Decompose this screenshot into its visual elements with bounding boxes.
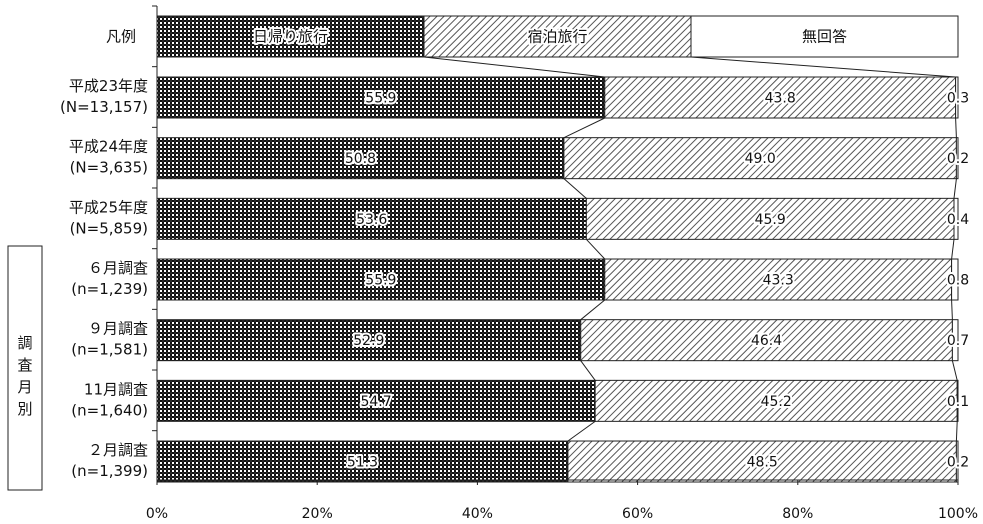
connector-line [563,178,587,199]
connector-line [955,117,957,138]
category-label: ９月調査 [88,320,148,338]
data-label: 0.7 [947,333,969,349]
category-label: ２月調査 [88,441,148,459]
category-sample-size: (N=13,157) [60,98,148,116]
bar-segment [156,319,582,362]
bar-segment [955,76,959,119]
connector-line [563,117,605,139]
x-tick-label: 80% [782,506,813,522]
data-label: 43.3 [763,273,794,289]
bar-segment [156,440,569,483]
data-label: 50.8 [345,151,376,167]
group-bracket-box [7,245,43,491]
bar-segment [604,258,953,301]
connector-line [951,360,958,381]
legend-entry: 無回答 [802,28,847,46]
data-label: 0.8 [947,273,969,289]
connector-lines [423,56,958,442]
connector-line [580,299,606,321]
data-label: 55.9 [365,273,396,289]
bar-segment [563,137,957,180]
category-label: 11月調査 [84,380,148,398]
data-label: 45.2 [761,394,792,410]
bar-segment [156,258,606,301]
bar-segment [951,258,959,301]
connector-line [951,239,955,260]
bar-segment [956,379,959,422]
legend-row-label: 凡例 [106,28,136,46]
connector-line [567,420,596,442]
data-label: 52.9 [353,333,384,349]
x-tick-label: 0% [146,506,168,522]
data-label: 0.2 [947,455,969,471]
data-label: 54.7 [360,394,391,410]
category-sample-size: (N=3,635) [70,159,148,177]
bar-segment [604,76,957,119]
group-label-char: 月 [17,378,32,396]
connector-line [690,56,956,78]
x-tick-label: 100% [938,506,978,522]
x-tick-label: 40% [462,506,493,522]
category-label: 平成23年度 [69,77,148,95]
group-label-char: 別 [17,400,32,418]
data-label: 0.1 [947,394,969,410]
bar-segment [567,440,957,483]
category-label: 平成25年度 [69,198,148,216]
category-label: ６月調査 [88,259,148,277]
connector-line [955,421,958,442]
data-label: 48.5 [747,455,778,471]
data-label: 55.9 [365,91,396,107]
bar-segment [955,440,959,483]
data-labels: 日帰り旅行 宿泊旅行 無回答 55.9 43.8 0.3 50.8 49.0 0.2 53.6 45… [251,26,971,473]
x-tick-label: 20% [302,506,333,522]
legend-entry: 宿泊旅行 [527,28,587,46]
category-sample-size: (N=5,859) [70,219,148,237]
category-sample-size: (n=1,399) [71,462,148,480]
data-label: 0.2 [947,151,969,167]
legend-entry: 日帰り旅行 [253,28,328,46]
group-label-char: 調 [17,334,32,352]
bar-segment [594,379,958,422]
category-label: 平成24年度 [69,138,148,156]
connector-line [953,178,957,199]
bar-segment [953,197,959,240]
connector-line [585,238,606,260]
bar-segment [955,137,959,180]
data-label: 43.8 [765,91,796,107]
bar-segment [156,379,596,422]
category-sample-size: (n=1,581) [71,341,148,359]
bar-segment [156,197,587,240]
bar-segment [585,197,955,240]
data-label: 0.4 [947,212,969,228]
data-label: 53.6 [356,212,387,228]
bar-segment [951,319,959,362]
connector-line [951,299,953,320]
data-label: 0.3 [947,91,969,107]
data-label: 49.0 [745,151,776,167]
data-label: 51.3 [347,455,378,471]
group-label-char: 査 [17,356,32,374]
category-sample-size: (n=1,239) [71,280,148,298]
data-label: 46.4 [751,333,782,349]
legend-swatch [690,15,959,58]
connector-line [423,56,605,78]
category-sample-size: (n=1,640) [71,401,148,419]
data-label: 45.9 [755,212,786,228]
x-tick-label: 60% [622,506,653,522]
x-axis: 0% 20% 40% 60% 80% 100% [146,5,978,522]
bar-segments [156,15,959,483]
bar-segment [580,319,953,362]
connector-line [580,360,596,381]
